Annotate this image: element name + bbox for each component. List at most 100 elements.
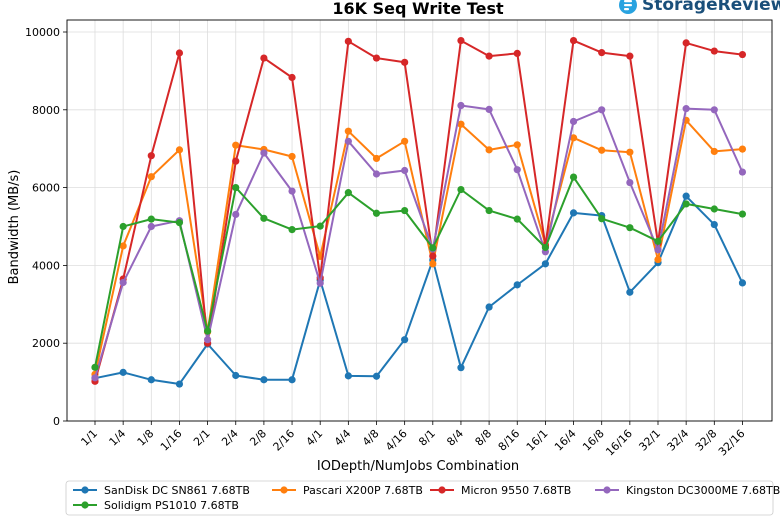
data-point xyxy=(232,371,240,380)
series-line xyxy=(94,39,743,382)
data-point xyxy=(738,145,747,153)
data-point xyxy=(288,152,296,161)
data-point xyxy=(147,152,155,160)
legend-item: Solidigm PS1010 7.68TB xyxy=(73,499,239,512)
data-point xyxy=(401,166,409,175)
data-point xyxy=(654,255,662,264)
data-point xyxy=(682,192,690,200)
legend-marker xyxy=(603,486,611,494)
data-point xyxy=(457,36,465,45)
series-4 xyxy=(91,173,747,371)
data-point xyxy=(119,368,127,376)
data-point xyxy=(91,374,99,382)
data-point xyxy=(569,36,578,45)
x-tick-label: 1/1 xyxy=(78,427,100,449)
data-point xyxy=(626,148,634,156)
data-point xyxy=(710,220,718,229)
data-point xyxy=(147,222,155,231)
x-tick-label: 16/1 xyxy=(524,427,551,454)
data-point xyxy=(457,101,465,110)
x-tick-label: 2/1 xyxy=(191,427,213,449)
x-tick-label: 32/4 xyxy=(665,427,692,454)
data-point xyxy=(569,173,578,181)
data-point xyxy=(372,372,381,380)
data-point xyxy=(175,380,184,388)
legend-item: Pascari X200P 7.68TB xyxy=(272,484,423,497)
data-point xyxy=(429,244,437,252)
data-point xyxy=(316,279,324,287)
chart-title: 16K Seq Write Test xyxy=(332,0,504,18)
data-point xyxy=(485,52,493,60)
legend-marker xyxy=(81,501,89,509)
data-point xyxy=(401,58,409,66)
data-point xyxy=(682,200,690,208)
x-tick-label: 2/8 xyxy=(247,427,269,449)
data-point xyxy=(710,147,718,156)
x-tick-label: 4/1 xyxy=(304,427,326,449)
data-point xyxy=(232,184,240,192)
legend-marker xyxy=(438,486,446,494)
x-tick-label: 2/16 xyxy=(271,427,298,454)
series-layer xyxy=(91,36,747,388)
x-tick-label: 1/8 xyxy=(135,427,157,449)
data-point xyxy=(654,237,662,245)
y-tick-label: 4000 xyxy=(32,259,60,272)
x-tick-label: 16/16 xyxy=(603,427,635,459)
data-point xyxy=(344,189,352,197)
data-point xyxy=(372,54,381,62)
data-point xyxy=(429,260,437,268)
data-point xyxy=(344,372,352,380)
data-point xyxy=(541,260,550,268)
data-point xyxy=(372,154,381,163)
legend-label: Pascari X200P 7.68TB xyxy=(303,484,423,497)
data-point xyxy=(485,146,493,154)
data-point xyxy=(147,173,155,181)
x-tick-label: 1/16 xyxy=(158,427,185,454)
data-point xyxy=(344,127,352,135)
legend-label: SanDisk DC SN861 7.68TB xyxy=(104,484,250,497)
data-point xyxy=(316,222,324,230)
data-point xyxy=(654,246,662,254)
data-point xyxy=(710,205,718,213)
data-point xyxy=(232,157,240,165)
data-point xyxy=(626,52,634,60)
data-point xyxy=(513,49,521,57)
data-point xyxy=(485,303,493,311)
data-point xyxy=(682,105,690,113)
data-point xyxy=(485,206,493,215)
data-point xyxy=(738,279,747,287)
x-tick-label: 8/1 xyxy=(416,427,438,449)
series-line xyxy=(94,195,744,385)
data-point xyxy=(344,37,352,45)
data-point xyxy=(569,209,578,217)
data-point xyxy=(598,49,606,57)
data-point xyxy=(119,242,127,250)
legend-label: Micron 9550 7.68TB xyxy=(461,484,571,497)
data-point xyxy=(598,146,606,154)
legend-item: SanDisk DC SN861 7.68TB xyxy=(73,484,250,497)
data-point xyxy=(260,214,268,222)
x-tick-label: 4/8 xyxy=(360,427,382,449)
series-3 xyxy=(91,101,747,382)
data-point xyxy=(682,39,690,47)
data-point xyxy=(260,54,268,62)
x-tick-label: 32/1 xyxy=(636,427,663,454)
data-point xyxy=(119,222,127,231)
y-tick-label: 6000 xyxy=(32,182,60,195)
data-point xyxy=(401,206,409,215)
data-point xyxy=(288,187,296,195)
brand-name: StorageReview xyxy=(642,0,780,15)
data-point xyxy=(569,117,578,126)
data-point xyxy=(372,209,381,217)
data-point xyxy=(232,210,240,219)
x-tick-label: 2/4 xyxy=(219,427,241,449)
data-point xyxy=(541,243,550,252)
data-point xyxy=(401,336,409,344)
x-tick-label: 16/4 xyxy=(552,427,579,454)
x-tick-label: 1/4 xyxy=(107,427,129,449)
data-point xyxy=(569,134,578,142)
data-point xyxy=(513,215,521,223)
data-point xyxy=(344,137,352,145)
x-axis-label: IODepth/NumJobs Combination xyxy=(317,459,519,474)
legend-item: Micron 9550 7.68TB xyxy=(430,484,571,497)
